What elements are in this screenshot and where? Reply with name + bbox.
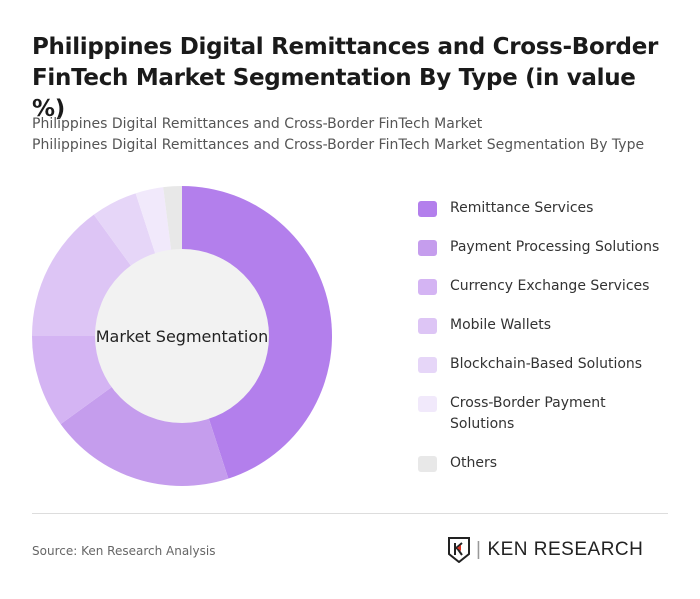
legend-swatch xyxy=(418,240,437,256)
legend-label: Others xyxy=(450,455,498,471)
legend-item: Cross-Border Payment Solutions xyxy=(418,393,688,435)
legend-item: Mobile Wallets xyxy=(418,315,688,336)
logo-text: KEN RESEARCH xyxy=(487,539,644,560)
legend: Remittance Services Payment Processing So… xyxy=(418,198,688,492)
legend-label: Currency Exchange Services xyxy=(450,278,650,294)
legend-swatch xyxy=(418,357,437,373)
chart-subtitle: Philippines Digital Remittances and Cros… xyxy=(32,114,644,156)
legend-label: Blockchain-Based Solutions xyxy=(450,356,643,372)
legend-item: Currency Exchange Services xyxy=(418,276,688,297)
legend-swatch xyxy=(418,318,437,334)
legend-label: Mobile Wallets xyxy=(450,317,552,333)
donut-hole xyxy=(95,249,269,423)
legend-label: Payment Processing Solutions xyxy=(450,239,660,255)
chart-title: Philippines Digital Remittances and Cros… xyxy=(32,34,659,122)
source-note: Source: Ken Research Analysis xyxy=(32,544,216,558)
legend-swatch xyxy=(418,279,437,295)
legend-item: Payment Processing Solutions xyxy=(418,237,688,258)
legend-swatch xyxy=(418,396,437,412)
center-label: Market Segmentation xyxy=(96,327,269,346)
legend-label: Remittance Services xyxy=(450,200,594,216)
legend-item: Remittance Services xyxy=(418,198,688,219)
legend-item: Others xyxy=(418,453,688,474)
logo-k-icon xyxy=(448,537,470,563)
divider xyxy=(32,513,668,514)
legend-swatch xyxy=(418,201,437,217)
legend-item: Blockchain-Based Solutions xyxy=(418,354,688,375)
subtitle-line-1: Philippines Digital Remittances and Cros… xyxy=(32,116,483,132)
donut-chart: Market Segmentation xyxy=(32,186,333,487)
subtitle-line-2: Philippines Digital Remittances and Cros… xyxy=(32,137,645,153)
legend-swatch xyxy=(418,456,437,472)
legend-label: Cross-Border Payment Solutions xyxy=(450,395,606,432)
ken-research-logo: | KEN RESEARCH xyxy=(448,537,643,563)
